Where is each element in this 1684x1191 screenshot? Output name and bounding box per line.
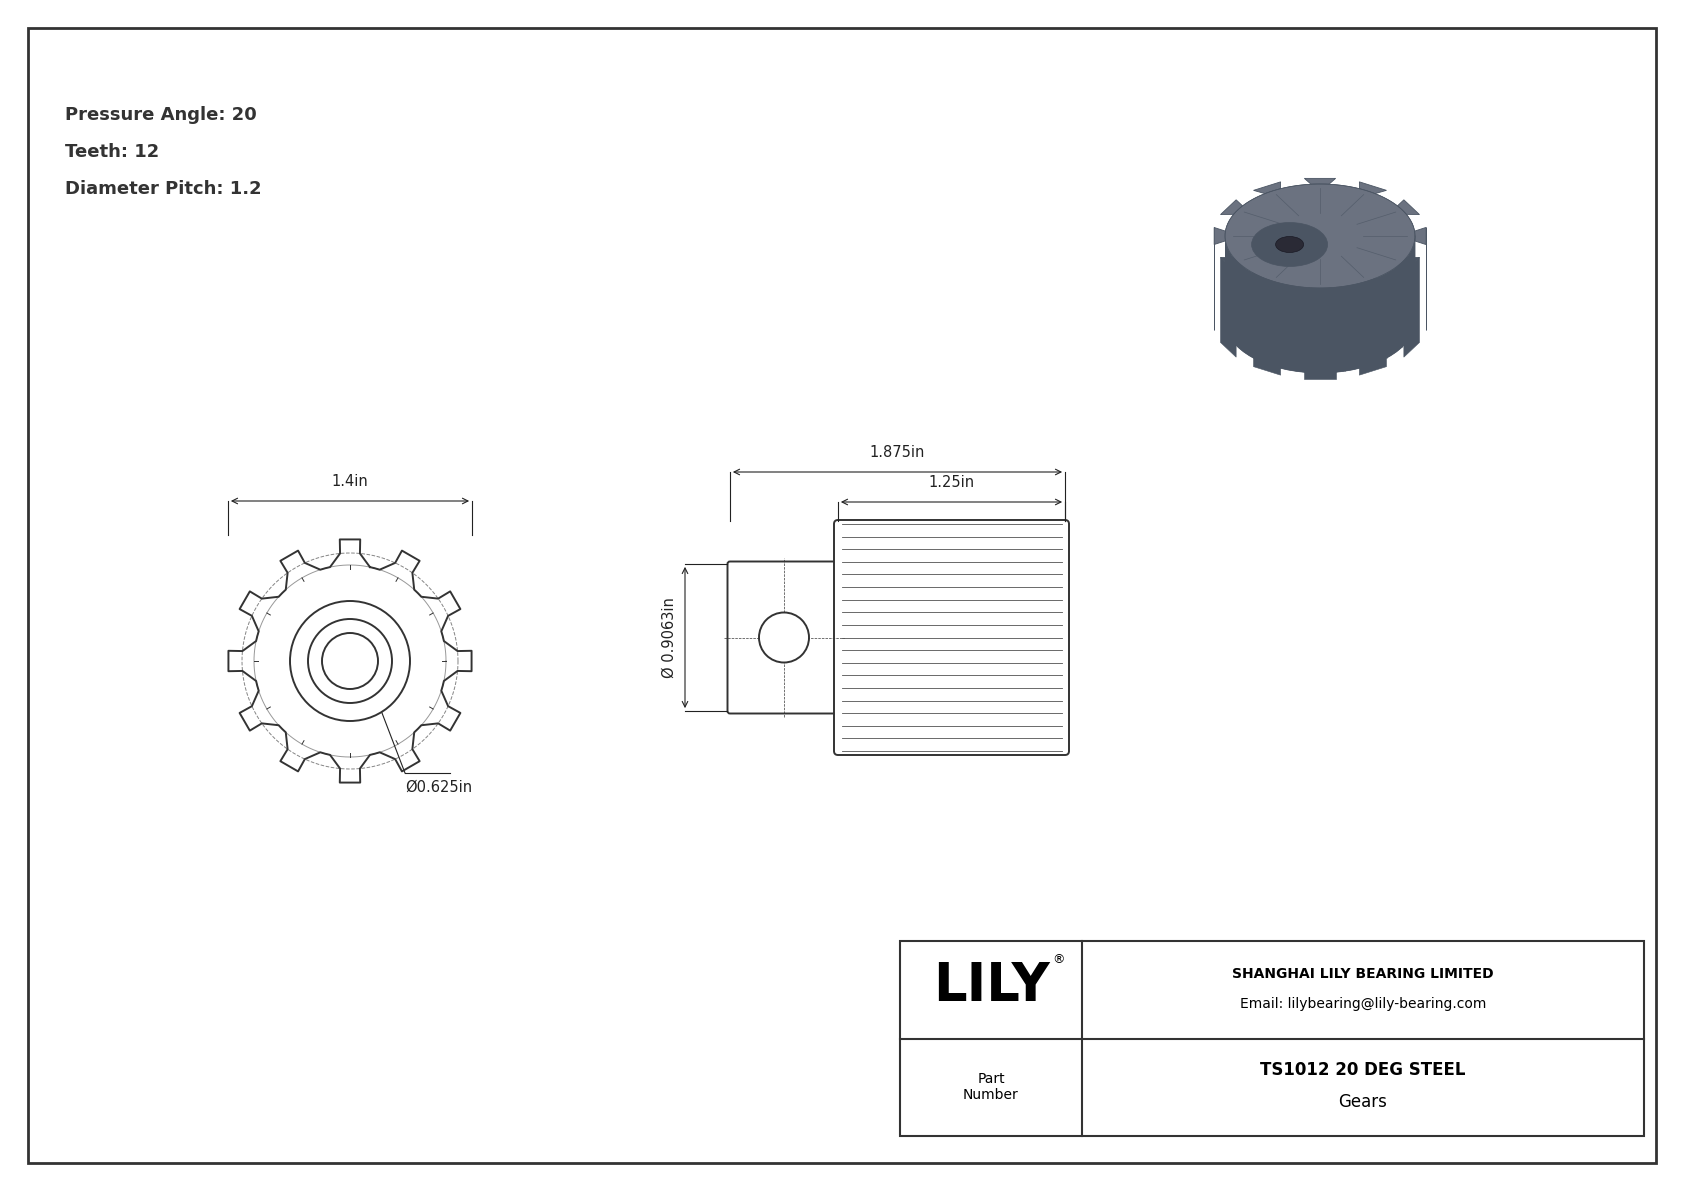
- Polygon shape: [1221, 200, 1243, 214]
- Circle shape: [290, 601, 409, 721]
- Text: Email: lilybearing@lily-bearing.com: Email: lilybearing@lily-bearing.com: [1239, 997, 1487, 1011]
- Polygon shape: [1398, 200, 1420, 214]
- Polygon shape: [1404, 257, 1420, 357]
- Polygon shape: [1415, 227, 1426, 244]
- Text: Pressure Angle: 20: Pressure Angle: 20: [66, 106, 256, 124]
- Polygon shape: [1221, 257, 1243, 273]
- Polygon shape: [1305, 288, 1335, 294]
- Polygon shape: [1253, 182, 1280, 194]
- Ellipse shape: [1251, 223, 1327, 267]
- Text: LILY: LILY: [933, 960, 1049, 1011]
- Polygon shape: [1221, 257, 1236, 357]
- Text: Ø 0.9063in: Ø 0.9063in: [662, 597, 677, 678]
- Bar: [899, 941, 1644, 1136]
- Text: ®: ®: [1052, 953, 1064, 966]
- Circle shape: [308, 619, 392, 703]
- Circle shape: [759, 612, 808, 662]
- Text: Gears: Gears: [1339, 1093, 1388, 1111]
- Text: TS1012 20 DEG STEEL: TS1012 20 DEG STEEL: [1260, 1061, 1465, 1079]
- FancyBboxPatch shape: [834, 520, 1069, 755]
- Ellipse shape: [1224, 269, 1415, 373]
- Polygon shape: [1214, 227, 1226, 244]
- Text: 1.4in: 1.4in: [332, 474, 369, 490]
- Ellipse shape: [1275, 237, 1303, 252]
- Polygon shape: [1359, 281, 1386, 375]
- Text: Part
Number: Part Number: [963, 1072, 1019, 1103]
- FancyBboxPatch shape: [727, 561, 840, 713]
- Ellipse shape: [1251, 307, 1327, 351]
- Text: Ø0.625in: Ø0.625in: [404, 780, 472, 796]
- Text: SHANGHAI LILY BEARING LIMITED: SHANGHAI LILY BEARING LIMITED: [1233, 967, 1494, 980]
- Polygon shape: [229, 540, 472, 782]
- Polygon shape: [1359, 279, 1386, 291]
- Polygon shape: [1305, 294, 1335, 379]
- Text: 1.875in: 1.875in: [871, 445, 925, 460]
- Polygon shape: [1398, 257, 1420, 273]
- Polygon shape: [1251, 244, 1327, 330]
- Circle shape: [322, 632, 377, 690]
- Text: Teeth: 12: Teeth: 12: [66, 143, 160, 161]
- Polygon shape: [1224, 183, 1415, 288]
- Polygon shape: [1305, 179, 1335, 185]
- Polygon shape: [1224, 236, 1415, 373]
- Text: Diameter Pitch: 1.2: Diameter Pitch: 1.2: [66, 180, 261, 198]
- Polygon shape: [1253, 281, 1280, 375]
- Polygon shape: [1359, 182, 1386, 194]
- Polygon shape: [1253, 279, 1280, 291]
- Text: 1.25in: 1.25in: [928, 475, 975, 490]
